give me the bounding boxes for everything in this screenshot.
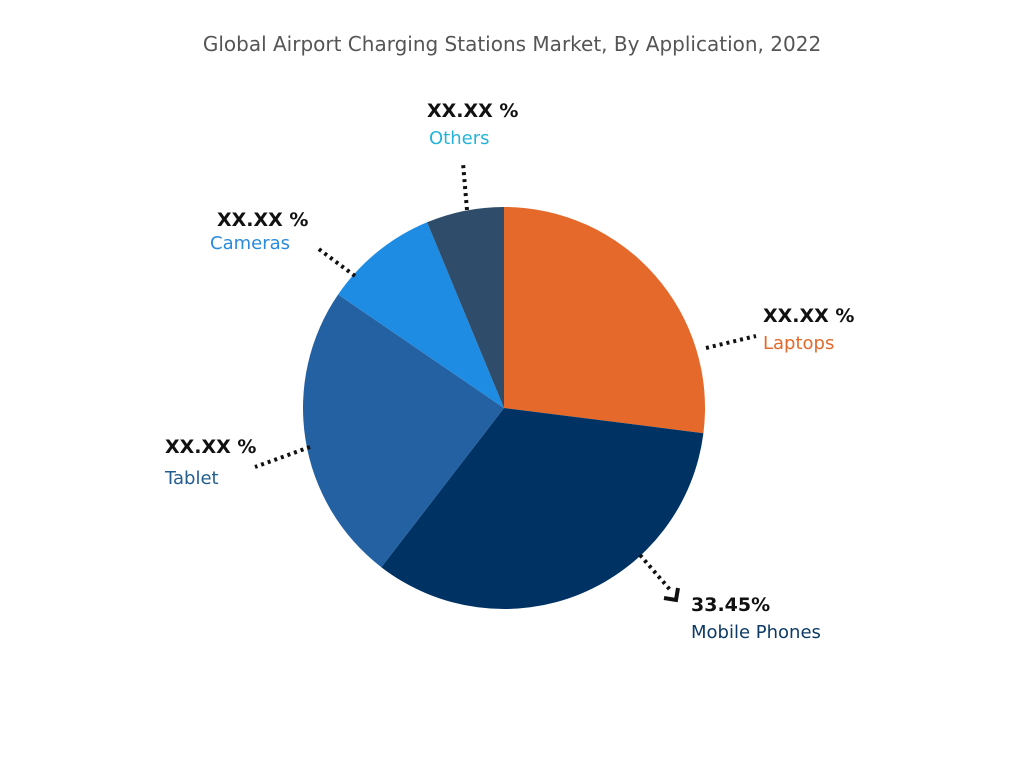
label-cameras: XX.XX % Cameras bbox=[210, 209, 308, 254]
chart-title: Global Airport Charging Stations Market,… bbox=[202, 32, 822, 56]
leader-line-tablet bbox=[254, 445, 311, 469]
label-laptops: XX.XX % Laptops bbox=[763, 305, 854, 354]
category-label: Others bbox=[429, 128, 490, 149]
category-label: Laptops bbox=[763, 333, 835, 354]
pie-slice-others bbox=[427, 207, 504, 408]
leader-line-others bbox=[461, 162, 469, 211]
data-label: XX.XX % bbox=[165, 436, 257, 458]
pie-slice-laptops bbox=[504, 207, 705, 434]
category-label: Tablet bbox=[165, 468, 219, 489]
label-others: XX.XX % Others bbox=[427, 100, 518, 149]
data-label: XX.XX % bbox=[217, 209, 309, 231]
pie-slice-cameras bbox=[338, 222, 504, 408]
leader-line-cameras bbox=[314, 245, 357, 278]
arrow-head-icon bbox=[663, 587, 680, 603]
label-mobile-phones: 33.45% Mobile Phones bbox=[691, 594, 821, 643]
data-label: 33.45% bbox=[691, 594, 771, 616]
data-label: XX.XX % bbox=[763, 305, 855, 327]
pie-slice-tablet bbox=[303, 294, 504, 568]
data-label: XX.XX % bbox=[427, 100, 519, 122]
label-tablet: XX.XX % Tablet bbox=[165, 436, 256, 489]
category-label: Mobile Phones bbox=[691, 622, 821, 643]
category-label: Cameras bbox=[210, 233, 291, 254]
leader-line-mobile-phones bbox=[638, 553, 674, 594]
leader-line-laptops bbox=[705, 334, 757, 350]
pie-slice-mobile-phones bbox=[381, 408, 704, 609]
